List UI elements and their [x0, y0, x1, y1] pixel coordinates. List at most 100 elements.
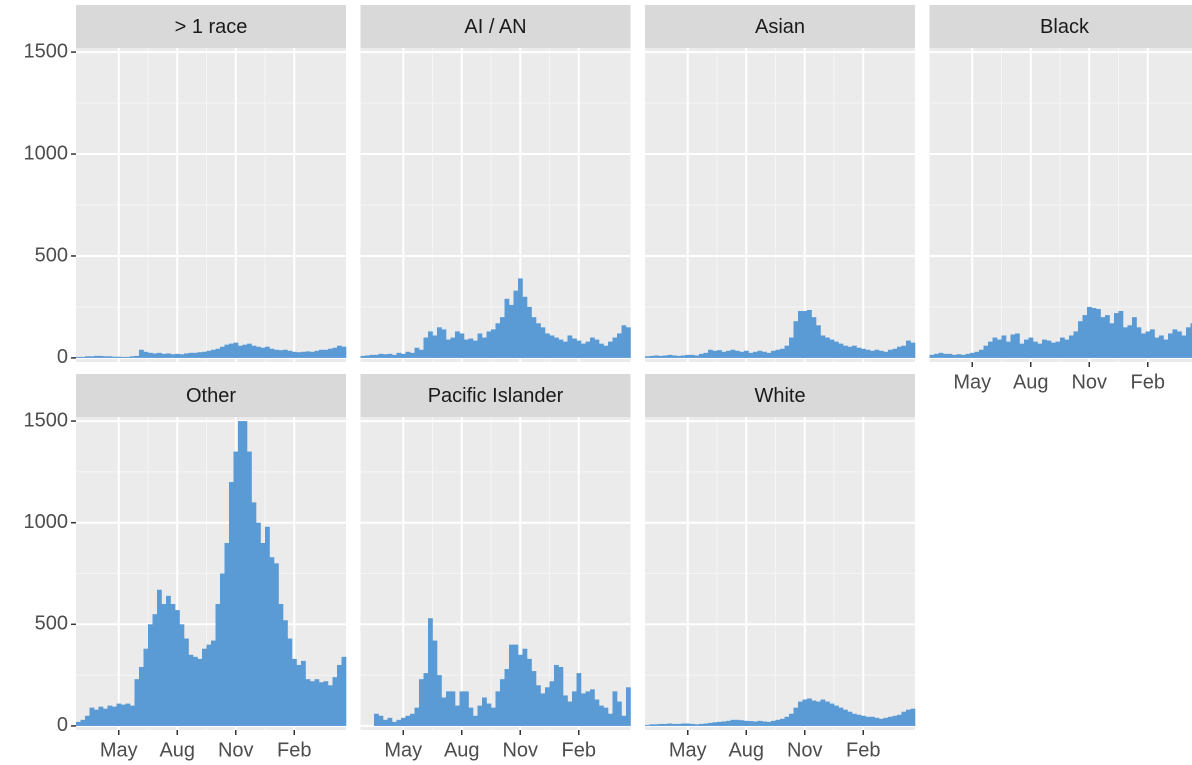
- bar: [341, 656, 347, 726]
- bar: [676, 723, 682, 726]
- bar: [612, 337, 618, 358]
- bar: [856, 714, 862, 726]
- bar: [748, 721, 754, 726]
- bar: [229, 482, 234, 726]
- bar: [762, 721, 767, 726]
- bar: [974, 351, 980, 358]
- bar: [522, 296, 528, 358]
- strip: [360, 374, 631, 417]
- bar: [328, 348, 333, 358]
- bar: [305, 351, 311, 358]
- bar: [667, 354, 673, 358]
- bar: [1145, 331, 1151, 358]
- bar: [531, 671, 537, 726]
- bar: [224, 543, 230, 726]
- bar: [242, 344, 248, 358]
- bar: [531, 317, 537, 358]
- bar: [314, 679, 320, 726]
- bar: [874, 717, 880, 726]
- bar: [626, 687, 631, 726]
- bar: [545, 333, 550, 358]
- strip-title: Black: [1040, 16, 1090, 38]
- bar: [269, 348, 275, 358]
- bar: [527, 658, 532, 726]
- bar: [594, 699, 600, 726]
- bar: [645, 356, 650, 358]
- bar: [495, 323, 501, 358]
- x-tick-label: Aug: [444, 739, 480, 761]
- bar: [1181, 335, 1187, 358]
- y-tick-label: 500: [35, 244, 68, 266]
- y-tick-label: 1500: [24, 40, 69, 62]
- bar: [112, 706, 117, 726]
- bar: [843, 709, 848, 726]
- bar: [897, 346, 902, 358]
- bar: [89, 356, 95, 358]
- bar: [455, 331, 460, 358]
- bar: [522, 648, 528, 726]
- bar: [888, 716, 893, 726]
- bar: [1069, 335, 1074, 358]
- bar: [572, 691, 577, 726]
- bar: [197, 352, 203, 358]
- x-tick-label: Nov: [502, 739, 538, 761]
- bar: [897, 714, 902, 726]
- bar: [419, 349, 424, 358]
- bar: [392, 354, 397, 358]
- bar: [549, 335, 555, 358]
- bar: [856, 347, 862, 358]
- bar: [220, 346, 225, 358]
- bar: [617, 701, 622, 726]
- bar: [392, 721, 397, 726]
- bar: [1105, 315, 1110, 358]
- bar: [599, 343, 604, 358]
- strip-title: Asian: [755, 16, 805, 38]
- bar: [134, 679, 140, 726]
- bar: [98, 355, 104, 358]
- bar: [80, 719, 86, 726]
- y-tick-label: 1500: [24, 409, 69, 431]
- bar: [621, 715, 627, 726]
- bar: [726, 350, 731, 358]
- bar: [441, 697, 447, 726]
- bar: [536, 323, 541, 358]
- bar: [906, 340, 911, 358]
- bar: [581, 693, 586, 726]
- bar: [193, 656, 198, 726]
- bar: [775, 719, 781, 726]
- bar: [332, 347, 338, 358]
- bar: [396, 719, 402, 726]
- bar: [401, 717, 406, 726]
- strip-title: White: [754, 385, 805, 407]
- strip: [360, 5, 631, 48]
- bar: [992, 337, 998, 358]
- bar: [414, 347, 420, 358]
- bar: [838, 707, 844, 726]
- bar: [870, 716, 875, 726]
- bar: [681, 723, 686, 726]
- bar: [603, 707, 609, 726]
- bar: [269, 557, 275, 726]
- bar: [337, 664, 342, 726]
- bar: [98, 706, 104, 726]
- bar: [287, 350, 293, 358]
- bar: [829, 703, 835, 726]
- bar: [771, 720, 776, 726]
- bar: [663, 723, 668, 726]
- bar: [500, 317, 505, 358]
- bar: [247, 343, 252, 358]
- bar: [536, 685, 541, 726]
- bar: [175, 353, 180, 358]
- bar: [576, 340, 582, 358]
- bar: [554, 664, 559, 726]
- bar: [847, 346, 853, 358]
- bar: [410, 713, 415, 726]
- bar: [504, 298, 510, 358]
- bar: [446, 339, 451, 358]
- bar: [721, 351, 727, 358]
- bar: [910, 708, 916, 726]
- bar: [283, 349, 288, 358]
- bar: [292, 658, 297, 726]
- bar: [76, 356, 81, 358]
- bar: [509, 644, 514, 726]
